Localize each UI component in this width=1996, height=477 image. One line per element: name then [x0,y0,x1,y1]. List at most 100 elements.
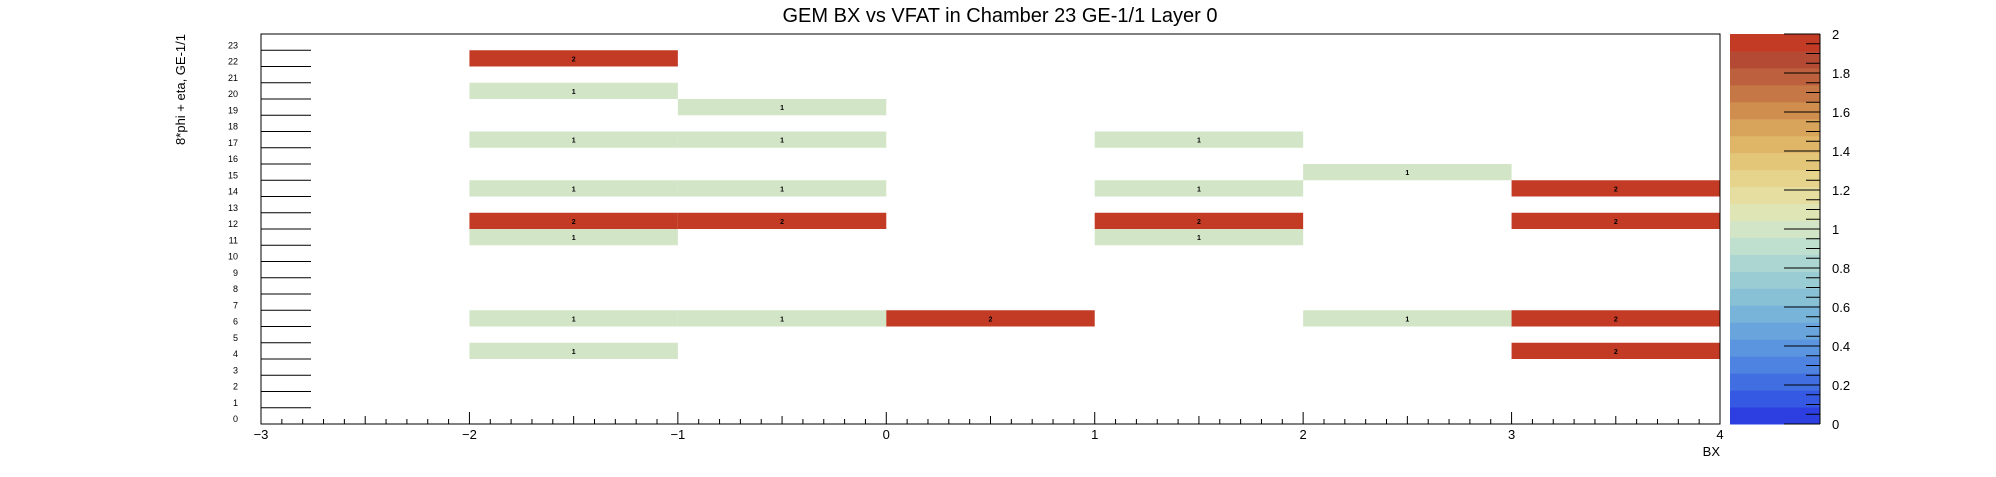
y-tick-label: 9 [233,268,238,278]
colorbar-segment [1730,84,1820,103]
y-tick-label: 13 [228,203,238,213]
cell-value-label: 1 [572,316,576,323]
colorbar-tick-label: 1.6 [1832,105,1850,120]
x-tick-label: 0 [883,427,890,442]
x-tick-label: 3 [1508,427,1515,442]
colorbar-segment [1730,34,1820,52]
heatmap-cell [1094,180,1304,197]
heatmap-cell [677,212,887,229]
y-tick-label: 2 [233,382,238,392]
cell-value-label: 1 [780,316,784,323]
colorbar-segment [1730,288,1820,306]
y-tick-label: 8 [233,284,238,294]
y-tick-label: 4 [233,349,238,359]
colorbar-tick-label: 2 [1832,27,1839,42]
colorbar-tick-label: 1.4 [1832,144,1850,159]
y-tick-label: 0 [233,414,238,424]
y-tick-label: 19 [228,105,238,115]
x-axis: −3 −2 −1 0 1 2 3 4 [254,412,1724,442]
colorbar-segment [1730,271,1820,289]
heatmap-cell [1511,342,1720,359]
y-tick-label: 16 [228,154,238,164]
heatmap-cell [677,310,887,327]
cell-value-label: 2 [1614,219,1618,226]
colorbar [1730,34,1820,425]
x-axis-label: BX [1703,444,1721,459]
y-axis-label: 8*phi + eta, GE-1/1 [173,34,188,145]
y-tick-label: 7 [233,300,238,310]
x-tick-label: −3 [254,427,269,442]
colorbar-segment [1730,203,1820,222]
y-tick-label: 18 [228,122,238,132]
x-tick-label: −1 [670,427,685,442]
colorbar-tick-label: 0.2 [1832,378,1850,393]
colorbar-segment [1730,67,1820,86]
cell-value-label: 1 [1405,170,1409,177]
heatmap-cell [677,131,887,148]
heatmap-cell [677,99,887,116]
heatmap-cell [1511,212,1720,229]
cell-value-label: 1 [572,349,576,356]
cell-value-label: 2 [1614,186,1618,193]
y-tick-label: 17 [228,138,238,148]
colorbar-segment [1730,50,1820,69]
heatmap-cell [469,229,678,246]
heatmap-cell [1303,310,1512,327]
y-tick-label: 1 [233,398,238,408]
colorbar-tick-label: 1 [1832,222,1839,237]
y-tick-label: 15 [228,170,238,180]
colorbar-segment [1730,152,1820,171]
colorbar-segment [1730,186,1820,205]
colorbar-segment [1730,373,1820,391]
heatmap-cell [1511,180,1720,197]
heatmap-cell [469,131,678,148]
cell-value-label: 1 [780,138,784,145]
x-tick-label: 1 [1091,427,1098,442]
y-tick-label: 5 [233,333,238,343]
y-tick-label: 23 [228,40,238,50]
y-tick-label: 22 [228,57,238,67]
cell-value-label: 2 [1614,349,1618,356]
cells-layer: 2 1 1 1 1 1 1 1 1 1 2 2 2 2 2 1 1 1 1 2 1 2 1 2 [469,50,1720,359]
cell-value-label: 1 [572,138,576,145]
cell-value-label: 2 [780,219,784,226]
chart-title: GEM BX vs VFAT in Chamber 23 GE-1/1 Laye… [783,5,1218,27]
cell-value-label: 2 [1197,219,1201,226]
y-tick-label: 12 [228,219,238,229]
colorbar-axis: 0 0.2 0.4 0.6 0.8 1 1.2 1.4 1.6 1.8 2 [1784,27,1850,432]
y-tick-label: 11 [229,235,238,245]
cell-value-label: 2 [572,219,576,226]
cell-value-label: 2 [989,316,993,323]
y-tick-label: 6 [233,317,238,327]
cell-value-label: 1 [1197,186,1201,193]
colorbar-segment [1730,322,1820,340]
x-tick-label: 4 [1716,427,1723,442]
heatmap-cell [469,212,678,229]
cell-value-label: 2 [572,56,576,63]
colorbar-tick-label: 1.8 [1832,66,1850,81]
colorbar-segment [1730,390,1820,408]
heatmap-cell [1094,131,1304,148]
heatmap-cell [469,180,678,197]
cell-value-label: 1 [572,235,576,242]
heatmap-cell [469,82,678,99]
colorbar-segment [1730,356,1820,374]
colorbar-tick-label: 0.4 [1832,339,1850,354]
y-tick-label: 14 [228,187,238,197]
colorbar-segment [1730,101,1820,120]
colorbar-tick-label: 1.2 [1832,183,1850,198]
colorbar-tick-label: 0 [1832,417,1839,432]
cell-value-label: 2 [1614,316,1618,323]
heatmap-cell [1511,310,1720,327]
y-tick-label: 20 [228,89,238,99]
x-tick-label: 2 [1300,427,1307,442]
colorbar-segment [1730,254,1820,272]
colorbar-tick-label: 0.8 [1832,261,1850,276]
y-tick-label: 21 [228,73,238,83]
heatmap-cell [469,50,678,67]
cell-value-label: 1 [780,186,784,193]
colorbar-segment [1730,118,1820,137]
cell-value-label: 1 [1197,235,1201,242]
